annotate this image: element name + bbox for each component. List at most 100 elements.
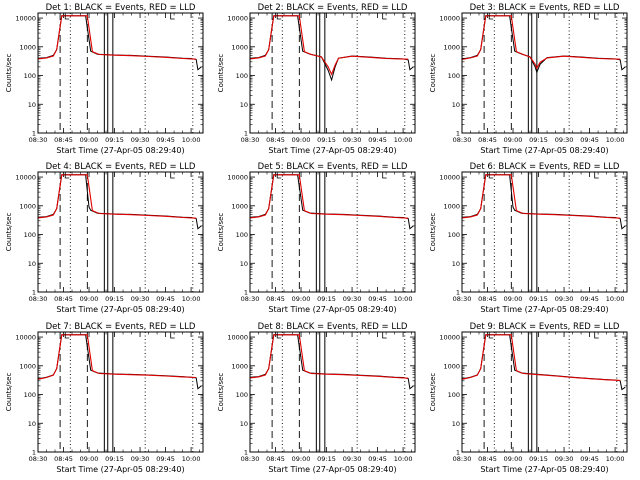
- x-tick-label: 09:30: [343, 455, 362, 463]
- x-axis-label: Start Time (27-Apr-05 08:29:40): [480, 305, 608, 314]
- detector-panel-4: Det 4: BLACK = Events, RED = LLD Counts/s…: [5, 162, 204, 314]
- panel-title: Det 5: BLACK = Events, RED = LLD: [258, 162, 408, 172]
- y-tick-label: 100: [236, 231, 248, 239]
- plot-frame: [249, 171, 416, 293]
- y-tick-label: 100: [448, 231, 460, 239]
- saa-hook-left-mark: [488, 332, 494, 339]
- x-tick-label: 09:30: [555, 136, 574, 144]
- y-tick-label: 10000: [15, 15, 36, 23]
- x-tick-label: 09:00: [80, 136, 99, 144]
- plot-area: [38, 172, 202, 292]
- plot-frame: [37, 331, 204, 453]
- x-tick-label: 08:45: [266, 455, 285, 463]
- panel-title: Det 1: BLACK = Events, RED = LLD: [46, 3, 196, 13]
- y-tick-label: 10000: [227, 334, 248, 342]
- x-tick-label: 09:45: [580, 455, 599, 463]
- x-tick-label: 09:00: [504, 136, 523, 144]
- panel-title: Det 6: BLACK = Events, RED = LLD: [470, 162, 620, 172]
- x-tick-label: 09:30: [555, 295, 574, 303]
- x-tick-label: 08:30: [241, 455, 260, 463]
- x-tick-label: 09:30: [131, 455, 150, 463]
- saa-hook-left-mark: [64, 332, 70, 339]
- x-tick-label: 10:00: [606, 295, 625, 303]
- plot-frame: [37, 171, 204, 293]
- plot-area: [462, 172, 626, 292]
- saa-hook-left-mark: [276, 172, 282, 179]
- y-tick-label: 1000: [231, 202, 248, 210]
- x-axis-label: Start Time (27-Apr-05 08:29:40): [268, 305, 396, 314]
- series-red-line: [38, 15, 197, 60]
- y-tick-label: 10: [28, 101, 36, 109]
- x-axis-label: Start Time (27-Apr-05 08:29:40): [56, 146, 184, 155]
- saa-hook-left-mark: [488, 172, 494, 179]
- plot-area: [250, 332, 414, 452]
- y-tick-label: 100: [448, 391, 460, 399]
- x-axis-label: Start Time (27-Apr-05 08:29:40): [268, 465, 396, 474]
- y-tick-label: 10: [240, 260, 248, 268]
- x-tick-label: 09:00: [292, 136, 311, 144]
- y-tick-label: 10: [240, 101, 248, 109]
- y-tick-label: 10000: [15, 174, 36, 182]
- x-tick-label: 08:30: [29, 136, 48, 144]
- x-tick-label: 09:45: [156, 136, 175, 144]
- x-tick-label: 09:00: [292, 295, 311, 303]
- x-axis-label: Start Time (27-Apr-05 08:29:40): [56, 465, 184, 474]
- series-red-line: [462, 334, 621, 381]
- y-tick-label: 1000: [19, 43, 36, 51]
- x-tick-label: 09:45: [580, 295, 599, 303]
- x-axis-label: Start Time (27-Apr-05 08:29:40): [268, 146, 396, 155]
- series-red-line: [38, 334, 197, 380]
- plot-area: [38, 13, 202, 133]
- y-axis-label: Counts/sec: [429, 54, 437, 93]
- saa-hook-right-mark: [170, 172, 175, 179]
- y-tick-label: 100: [448, 72, 460, 80]
- series-red-line: [38, 174, 197, 219]
- x-tick-label: 09:00: [504, 455, 523, 463]
- x-tick-label: 09:30: [131, 136, 150, 144]
- x-tick-label: 08:45: [54, 136, 73, 144]
- plot-area: [462, 13, 626, 133]
- y-tick-label: 10: [28, 260, 36, 268]
- series-black-line: [250, 174, 414, 230]
- panel-title: Det 3: BLACK = Events, RED = LLD: [470, 3, 620, 13]
- y-tick-label: 1: [456, 449, 460, 457]
- y-tick-label: 1: [244, 449, 248, 457]
- x-tick-label: 09:00: [504, 295, 523, 303]
- series-black-line: [462, 334, 626, 391]
- y-tick-label: 100: [24, 391, 36, 399]
- x-tick-label: 09:15: [317, 295, 336, 303]
- plot-area: [250, 13, 414, 133]
- series-black-line: [462, 15, 626, 74]
- saa-hook-right-mark: [594, 172, 599, 179]
- y-axis-label: Counts/sec: [5, 54, 13, 93]
- x-tick-label: 08:45: [266, 295, 285, 303]
- y-axis-label: Counts/sec: [217, 213, 225, 252]
- x-tick-label: 09:30: [555, 455, 574, 463]
- y-tick-label: 10: [28, 420, 36, 428]
- x-tick-label: 10:00: [394, 295, 413, 303]
- x-tick-label: 08:30: [241, 295, 260, 303]
- y-tick-label: 1: [456, 289, 460, 297]
- y-axis-label: Counts/sec: [5, 373, 13, 412]
- x-tick-label: 09:00: [80, 295, 99, 303]
- y-tick-label: 1000: [443, 43, 460, 51]
- plot-area: [38, 332, 202, 452]
- y-tick-label: 1000: [231, 43, 248, 51]
- series-red-line: [250, 334, 409, 379]
- x-tick-label: 09:15: [529, 455, 548, 463]
- series-red-line: [462, 174, 621, 219]
- series-red-line: [250, 15, 409, 76]
- x-tick-label: 08:30: [453, 455, 472, 463]
- y-tick-label: 1: [32, 130, 36, 138]
- x-tick-label: 08:45: [54, 455, 73, 463]
- y-tick-label: 1: [244, 130, 248, 138]
- x-tick-label: 09:15: [317, 455, 336, 463]
- x-tick-label: 09:15: [105, 455, 124, 463]
- x-tick-label: 09:00: [292, 455, 311, 463]
- x-tick-label: 08:30: [453, 295, 472, 303]
- y-tick-label: 100: [236, 391, 248, 399]
- saa-hook-left-mark: [488, 13, 494, 20]
- plot-frame: [249, 12, 416, 134]
- panel-title: Det 8: BLACK = Events, RED = LLD: [258, 322, 408, 332]
